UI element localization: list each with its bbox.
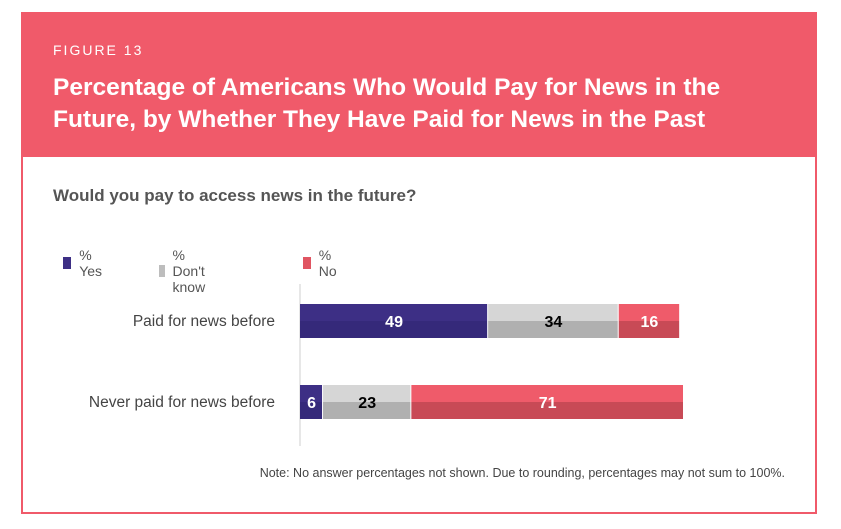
chart-note: Note: No answer percentages not shown. D…	[259, 466, 785, 480]
category-label: Never paid for news before	[89, 394, 275, 411]
figure-title: Percentage of Americans Who Would Pay fo…	[53, 74, 721, 133]
bar-segment-top	[300, 385, 323, 402]
figure-label: FIGURE 13	[53, 42, 144, 58]
bar-segment-top	[300, 304, 488, 321]
legend-item-dont-know: % Don't know	[159, 247, 212, 295]
figure-header: FIGURE 13 Percentage of Americans Who Wo…	[23, 14, 815, 157]
bar-segment	[411, 385, 683, 419]
bar-segment-top	[411, 385, 683, 402]
data-label: 16	[641, 314, 659, 331]
bar-segment-bottom	[323, 402, 411, 419]
question-heading: Would you pay to access news in the futu…	[53, 186, 417, 205]
data-label: 49	[385, 314, 403, 331]
legend-swatch-no	[303, 257, 311, 269]
bar-segment-bottom	[411, 402, 683, 419]
legend-swatch-dont-know	[159, 265, 165, 277]
data-label: 71	[539, 395, 557, 412]
bar-segment	[323, 385, 411, 419]
legend-swatch-yes	[63, 257, 72, 269]
bar-segment-bottom	[300, 402, 323, 419]
bar-segment-top	[323, 385, 411, 402]
legend-label-yes: % Yes	[79, 247, 103, 279]
data-label: 23	[358, 395, 376, 412]
legend-label-no: % No	[318, 247, 337, 279]
figure-frame: FIGURE 13 Percentage of Americans Who Wo…	[21, 12, 817, 514]
bar-segment	[618, 304, 680, 338]
stacked-bar-chart: Paid for news before 49 34 16 Never paid for…	[89, 284, 683, 446]
bar-segment	[488, 304, 618, 338]
bar-segment	[300, 304, 488, 338]
legend-label-dont-know: % Don't know	[172, 247, 206, 295]
bar-segment-top	[488, 304, 618, 321]
legend-item-no: % No	[303, 247, 341, 279]
bar-segment-bottom	[488, 321, 618, 338]
bar-segment	[300, 385, 323, 419]
legend-item-yes: % Yes	[63, 247, 106, 279]
bar-segment-bottom	[618, 321, 680, 338]
bar-segment-top	[618, 304, 680, 321]
bar-segment-bottom	[300, 321, 488, 338]
data-label: 34	[545, 314, 563, 331]
data-label: 6	[307, 395, 316, 412]
category-label: Paid for news before	[133, 313, 275, 330]
